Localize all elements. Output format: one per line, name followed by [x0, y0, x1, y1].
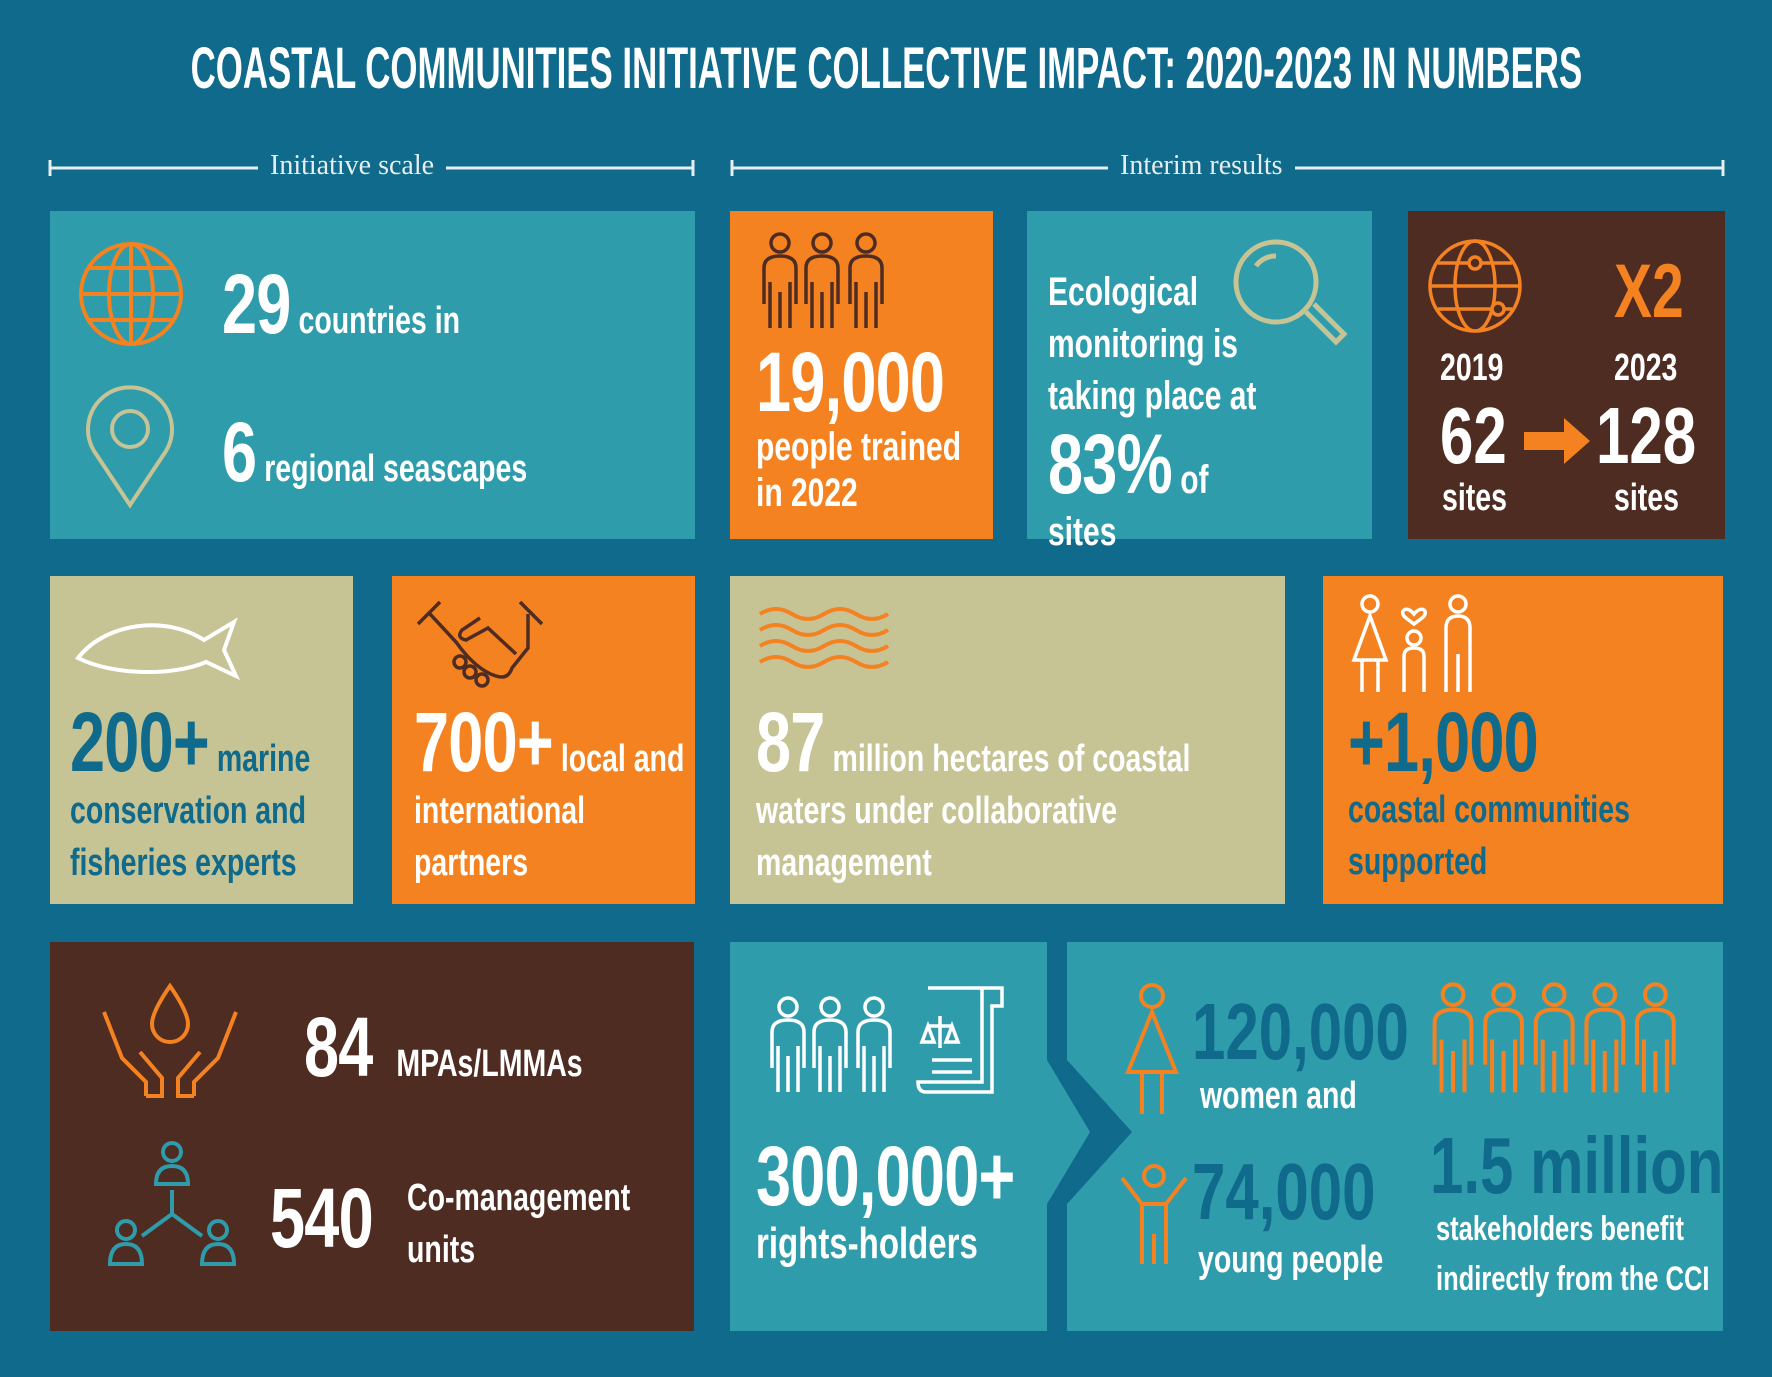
stat-text: countries in: [298, 300, 461, 342]
stat-number: 540: [270, 1176, 374, 1261]
year: 2019: [1440, 347, 1504, 389]
section-label: Interim results: [1108, 150, 1295, 182]
stat-text: MPAs/LMMAs: [396, 1043, 583, 1085]
person-figure: [856, 996, 892, 1094]
stat-text: people trained in 2022: [756, 425, 962, 515]
multiplier: X2: [1614, 249, 1684, 334]
unit: sites: [1442, 477, 1507, 519]
stat-number-text: 540: [270, 1171, 374, 1265]
stat: 19,000 people trained in 2022: [756, 340, 996, 516]
stat-text: marine conservation and fisheries expert…: [70, 738, 311, 884]
stat-number: 300,000+: [756, 1129, 1015, 1223]
person-figure: [848, 232, 884, 330]
stat-number: 19,000: [756, 335, 945, 429]
title: COASTAL COMMUNITIES INITIATIVE COLLECTIV…: [190, 36, 1583, 101]
stat-text: Co-management units: [407, 1177, 631, 1271]
tile: [392, 576, 695, 904]
stat-number: +1,000: [1348, 695, 1539, 789]
person-figure: [770, 996, 806, 1094]
magnifier-icon: [1233, 239, 1348, 346]
stat-text: stakeholders benefit indirectly from the…: [1436, 1210, 1710, 1298]
handshake-icon: [416, 600, 544, 688]
stat-number: 6: [222, 405, 257, 499]
stat-text: young people: [1198, 1239, 1384, 1281]
person-figure: [762, 232, 798, 330]
stat-text: million hectares of coastal waters under…: [756, 738, 1191, 884]
stat-number: 87: [756, 695, 825, 789]
stat: +1,000 coastal communities supported: [1348, 700, 1708, 888]
person-figure: [1485, 984, 1522, 1092]
stat: Ecological monitoring is taking place at…: [1048, 266, 1266, 558]
stat-text: Ecological monitoring is taking place at: [1048, 270, 1257, 418]
tile: [730, 942, 1723, 1331]
person-figure: [1435, 984, 1472, 1092]
stat-text: coastal communities supported: [1348, 789, 1630, 883]
stat-number: 120,000: [1192, 987, 1409, 1076]
stat: 300,000+ rights-holders: [756, 1134, 1056, 1270]
crowd-icon: [1430, 982, 1692, 1102]
chevron-divider: [1047, 942, 1132, 1331]
stat-text: local and international partners: [414, 738, 685, 884]
tile: [50, 211, 695, 539]
stat-number: 128: [1596, 391, 1697, 480]
year: 2023: [1614, 347, 1678, 389]
rights-icon: [770, 986, 1004, 1094]
person-figure: [1586, 984, 1623, 1092]
stat-number: 200+: [70, 695, 210, 789]
tile: [1408, 211, 1725, 539]
unit: sites: [1614, 477, 1679, 519]
stat-text: women and: [1200, 1075, 1357, 1117]
stat: 6 regional seascapes: [222, 410, 702, 495]
waves-icon: [758, 607, 890, 669]
stat: 29 countries in: [222, 262, 672, 347]
tile: [50, 576, 353, 904]
stat-text: regional seascapes: [264, 448, 528, 490]
person-figure: [804, 232, 840, 330]
person-figure: [1637, 984, 1674, 1092]
stat-number: 74,000: [1192, 1147, 1376, 1236]
network-icon: [107, 1141, 237, 1266]
child-icon: [1120, 1164, 1188, 1264]
stat-text: rights-holders: [756, 1219, 978, 1268]
stat: 87 million hectares of coastal waters un…: [756, 700, 1274, 889]
network-globe-icon: [1428, 239, 1522, 333]
person-figure: [812, 996, 848, 1094]
tile: [1323, 576, 1723, 904]
pin-icon: [86, 385, 174, 509]
woman-icon: [1125, 983, 1179, 1114]
stat-number: 29: [222, 257, 291, 351]
stat-text: of sites: [1048, 458, 1209, 554]
stat: 200+ marine conservation and fisheries e…: [70, 700, 340, 889]
fish-icon: [74, 617, 241, 681]
hands-water-icon: [102, 982, 238, 1098]
globe-icon: [79, 242, 183, 346]
stat-number: 62: [1440, 391, 1507, 480]
stat-number: 1.5 million: [1430, 1121, 1724, 1210]
tile: [730, 211, 993, 539]
stat: 700+ local and international partners: [414, 700, 692, 889]
stat-number: 700+: [414, 695, 554, 789]
stat-number: 84: [304, 1000, 373, 1094]
family-icon: [1351, 594, 1472, 692]
section-label: Initiative scale: [258, 150, 447, 182]
people-icon: [762, 232, 884, 330]
stat-number: 83%: [1048, 417, 1173, 511]
arrow-icon: [1524, 418, 1590, 464]
person-figure: [1536, 984, 1573, 1092]
stat: 84 MPAs/LMMAs: [304, 1005, 724, 1090]
